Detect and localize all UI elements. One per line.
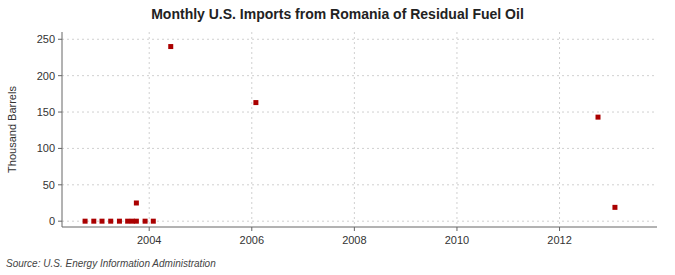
grid-line-x — [559, 32, 560, 227]
y-tick-label: 200 — [37, 70, 55, 82]
point — [143, 219, 148, 224]
chart-container: 0 50 100 150 200 250 2004 2006 2008 2010 2012 Month… — [0, 0, 675, 275]
x-axis-line — [62, 227, 657, 228]
grid-line-x — [251, 32, 252, 227]
point — [108, 219, 113, 224]
point — [91, 219, 96, 224]
grid-line-y — [62, 75, 657, 76]
y-tick-label: 250 — [37, 33, 55, 45]
y-tick-label: 100 — [37, 142, 55, 154]
point — [100, 219, 105, 224]
point — [168, 44, 173, 49]
y-tick — [58, 39, 62, 40]
point — [134, 219, 139, 224]
point — [612, 205, 617, 210]
point — [151, 219, 156, 224]
title: Monthly U.S. Imports from Romania of Res… — [151, 6, 524, 22]
point — [125, 219, 130, 224]
x-tick — [251, 227, 252, 231]
y-tick-label: 50 — [43, 179, 55, 191]
x-tick-label: 2012 — [547, 234, 571, 246]
y-tick — [58, 221, 62, 222]
grid-line-y — [62, 184, 657, 185]
grid-line-x — [456, 32, 457, 227]
x-tick — [149, 227, 150, 231]
x-tick-label: 2006 — [240, 234, 264, 246]
y-tick-label: 150 — [37, 106, 55, 118]
grid-line-x — [354, 32, 355, 227]
y-tick-label: 0 — [49, 215, 55, 227]
y-tick — [58, 112, 62, 113]
chart: 0 50 100 150 200 250 2004 2006 2008 2010 2012 Month… — [0, 0, 675, 275]
y-tick — [58, 184, 62, 185]
y-axis-line — [62, 32, 63, 227]
grid-line-x — [149, 32, 150, 227]
grid-line-y — [62, 148, 657, 149]
grid-line-y — [62, 112, 657, 113]
point — [134, 200, 139, 205]
y-axis-label: Thousand Barrels — [6, 86, 18, 173]
point — [596, 115, 601, 120]
x-tick — [559, 227, 560, 231]
y-tick — [58, 75, 62, 76]
x-tick — [354, 227, 355, 231]
x-tick — [456, 227, 457, 231]
points — [83, 44, 618, 224]
x-tick-label: 2004 — [137, 234, 161, 246]
grid-line-y — [62, 39, 657, 40]
y-tick — [58, 148, 62, 149]
x-tick-label: 2008 — [342, 234, 366, 246]
point — [83, 219, 88, 224]
grid — [62, 32, 657, 227]
x-tick-label: 2010 — [445, 234, 469, 246]
point — [253, 100, 258, 105]
source-note: Source: U.S. Energy Information Administ… — [6, 258, 216, 269]
point — [117, 219, 122, 224]
